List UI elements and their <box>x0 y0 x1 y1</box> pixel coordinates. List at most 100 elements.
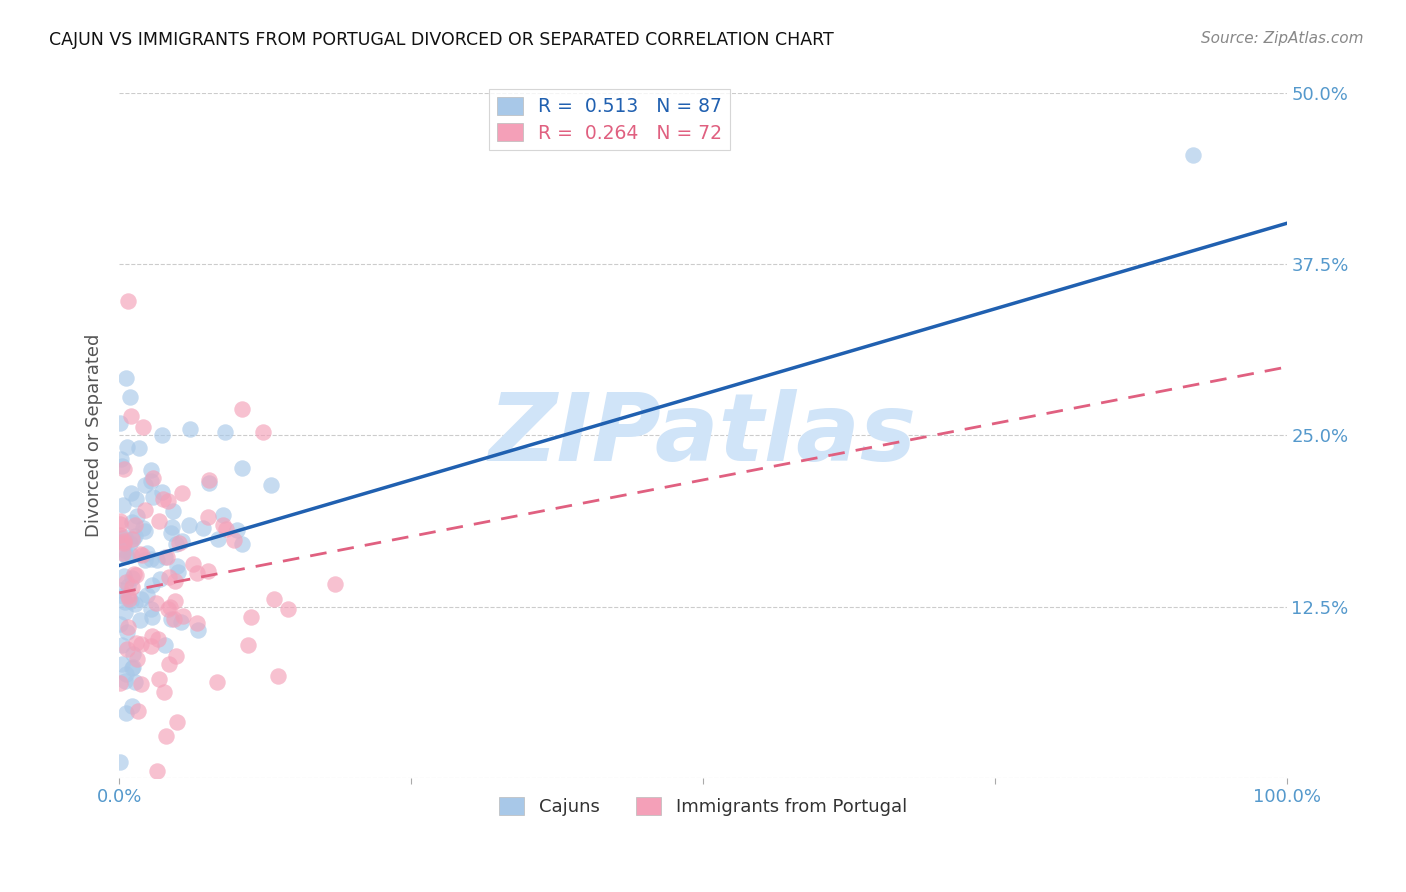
Point <box>110 676 132 690</box>
Point <box>277 602 299 616</box>
Point <box>121 532 143 546</box>
Point <box>114 666 136 681</box>
Point <box>136 546 159 560</box>
Point <box>160 612 183 626</box>
Point <box>129 676 152 690</box>
Point <box>186 615 208 630</box>
Point <box>122 532 145 546</box>
Point <box>177 518 200 533</box>
Point <box>207 675 229 690</box>
Point <box>124 597 146 611</box>
Point <box>142 471 165 485</box>
Point <box>120 390 142 404</box>
Point <box>252 425 274 439</box>
Point <box>141 578 163 592</box>
Point <box>112 533 135 548</box>
Point <box>172 609 194 624</box>
Point <box>186 566 208 580</box>
Point <box>112 546 135 560</box>
Point <box>124 567 146 582</box>
Point <box>122 660 145 674</box>
Point <box>153 638 176 652</box>
Point <box>117 642 139 657</box>
Point <box>150 428 173 442</box>
Point <box>112 536 135 550</box>
Point <box>110 516 132 531</box>
Point <box>121 699 143 714</box>
Point <box>121 516 143 530</box>
Point <box>131 420 153 434</box>
Point <box>124 517 146 532</box>
Point <box>207 533 229 547</box>
Point <box>115 574 138 589</box>
Point <box>115 371 138 385</box>
Point <box>167 536 190 550</box>
Point <box>181 558 204 572</box>
Point <box>118 592 141 607</box>
Point <box>142 490 165 504</box>
Point <box>263 592 285 607</box>
Point <box>148 632 170 646</box>
Point <box>163 594 186 608</box>
Point <box>150 484 173 499</box>
Point <box>149 573 172 587</box>
Point <box>145 597 167 611</box>
Point <box>112 543 135 558</box>
Point <box>141 629 163 643</box>
Point <box>156 550 179 565</box>
Point <box>179 422 201 436</box>
Point <box>231 460 253 475</box>
Point <box>215 522 238 536</box>
Point <box>111 589 134 603</box>
Point <box>110 657 132 672</box>
Point <box>114 595 136 609</box>
Point <box>111 459 134 474</box>
Point <box>323 577 346 591</box>
Point <box>121 661 143 675</box>
Point <box>115 549 138 564</box>
Point <box>111 535 134 549</box>
Point <box>141 463 163 477</box>
Point <box>129 637 152 651</box>
Point <box>141 551 163 566</box>
Point <box>120 548 142 562</box>
Point <box>110 531 132 545</box>
Point <box>110 528 132 542</box>
Point <box>129 547 152 561</box>
Point <box>121 571 143 585</box>
Point <box>141 609 163 624</box>
Point <box>112 569 135 583</box>
Point <box>121 580 143 594</box>
Point <box>117 294 139 309</box>
Point <box>146 553 169 567</box>
Point <box>163 574 186 589</box>
Point <box>110 416 132 430</box>
Point <box>146 764 169 778</box>
Point <box>212 508 235 523</box>
Point <box>212 518 235 533</box>
Point <box>125 652 148 666</box>
Text: Source: ZipAtlas.com: Source: ZipAtlas.com <box>1201 31 1364 46</box>
Point <box>166 559 188 574</box>
Point <box>224 533 246 547</box>
Point <box>231 402 253 417</box>
Point <box>157 570 180 584</box>
Point <box>159 599 181 614</box>
Point <box>162 504 184 518</box>
Point <box>163 612 186 626</box>
Point <box>157 657 180 672</box>
Point <box>127 704 149 718</box>
Point <box>165 536 187 550</box>
Point <box>148 514 170 528</box>
Point <box>187 624 209 638</box>
Point <box>141 474 163 488</box>
Point <box>139 640 162 654</box>
Point <box>193 521 215 535</box>
Point <box>260 478 283 492</box>
Point <box>110 514 132 528</box>
Point <box>214 425 236 440</box>
Point <box>160 526 183 541</box>
Point <box>110 617 132 632</box>
Point <box>156 601 179 615</box>
Point <box>167 566 190 580</box>
